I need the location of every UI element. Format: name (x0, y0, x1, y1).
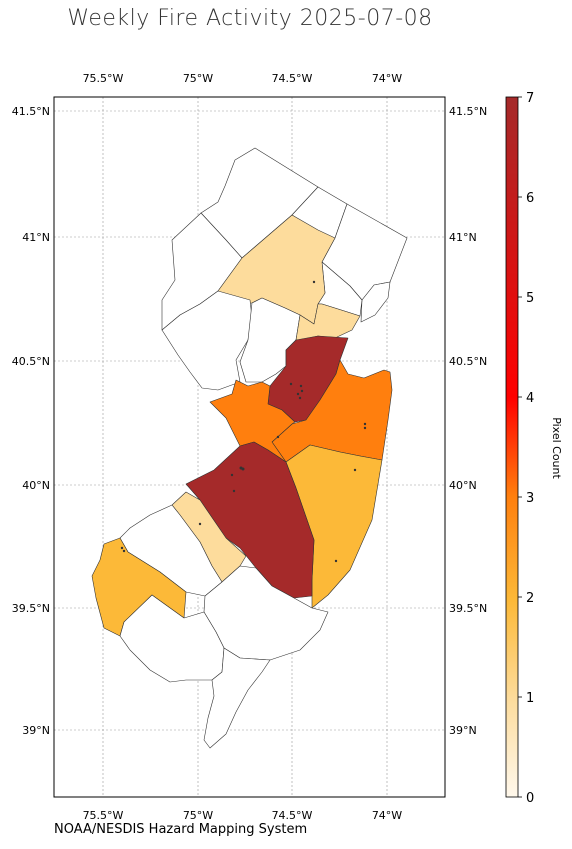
lon-tick-bottom: 75.5°W (83, 809, 124, 822)
lat-tick-left: 41°N (22, 231, 50, 244)
county-middlesex (267, 335, 349, 423)
lat-tick-right: 40.5°N (449, 355, 487, 368)
colorbar: 0 1 2 3 4 5 6 7 Pixel Count (505, 91, 563, 806)
lon-tick-bottom: 74.5°W (272, 809, 313, 822)
colorbar-tick: 0 (526, 791, 534, 806)
colorbar-tick: 2 (526, 591, 534, 606)
fire-detections (120, 280, 367, 563)
colorbar-gradient (505, 96, 519, 798)
lat-tick-left: 40°N (22, 479, 50, 492)
lon-labels-top: 75.5°W 75°W 74.5°W 74°W (83, 72, 403, 85)
lon-tick-top: 74.5°W (272, 72, 313, 85)
colorbar-tick: 4 (526, 391, 534, 406)
lat-labels-right: 41.5°N 41°N 40.5°N 40°N 39.5°N 39°N (449, 105, 487, 737)
colorbar-tick: 5 (526, 291, 534, 306)
map-frame (53, 96, 446, 798)
colorbar-tick: 1 (526, 691, 534, 706)
colorbar-tick: 6 (526, 191, 534, 206)
source-credit: NOAA/NESDIS Hazard Mapping System (54, 822, 308, 837)
map-title: Weekly Fire Activity 2025-07-08 (67, 6, 433, 31)
county-hunterdon (161, 290, 253, 391)
lon-labels-bottom: 75.5°W 75°W 74.5°W 74°W (83, 809, 403, 822)
lat-tick-right: 41°N (449, 231, 477, 244)
lat-tick-right: 39°N (449, 724, 477, 737)
lon-tick-top: 75°W (183, 72, 213, 85)
lon-tick-top: 75.5°W (83, 72, 124, 85)
lat-tick-left: 41.5°N (12, 105, 50, 118)
colorbar-tick: 3 (526, 491, 534, 506)
lon-tick-bottom: 74°W (372, 809, 402, 822)
county-cape-may (203, 647, 271, 749)
lat-tick-left: 39°N (22, 724, 50, 737)
colorbar-tick: 7 (526, 91, 534, 106)
lat-labels-left: 41.5°N 41°N 40.5°N 40°N 39.5°N 39°N (12, 105, 50, 737)
lat-tick-left: 40.5°N (12, 355, 50, 368)
lat-tick-right: 41.5°N (449, 105, 487, 118)
colorbar-label: Pixel Count (550, 417, 563, 479)
lon-tick-bottom: 75°W (183, 809, 213, 822)
lat-tick-left: 39.5°N (12, 602, 50, 615)
county-burlington (185, 441, 315, 599)
lon-tick-top: 74°W (372, 72, 402, 85)
lat-tick-right: 39.5°N (449, 602, 487, 615)
lat-tick-right: 40°N (449, 479, 477, 492)
